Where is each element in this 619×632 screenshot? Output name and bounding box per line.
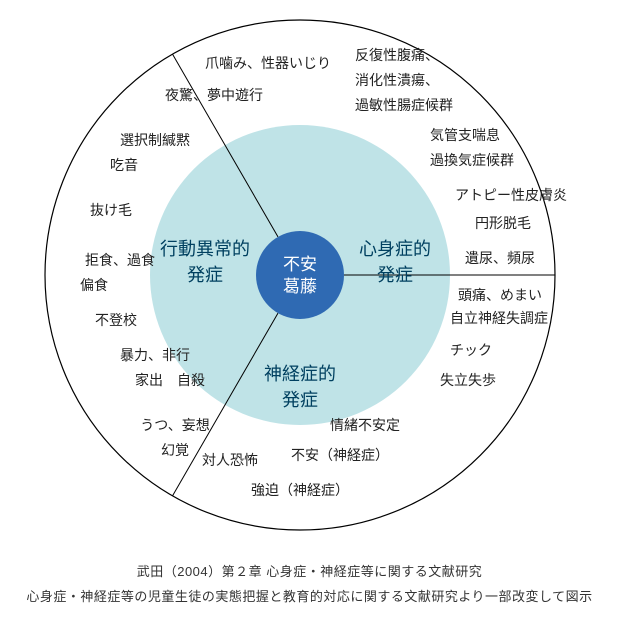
symptom-behavioral-6: 偏食 (80, 277, 108, 293)
symptom-neurotic-1: 不安（神経症） (291, 447, 389, 463)
symptom-psychosomatic-2: 過敏性腸症候群 (355, 97, 453, 113)
category-neurotic-line1: 神経症的 (264, 364, 336, 384)
symptom-psychosomatic-11: 失立失歩 (440, 372, 496, 388)
symptom-behavioral-5: 拒食、過食 (85, 252, 155, 268)
caption-line1: 武田（2004）第２章 心身症・神経症等に関する文献研究 (0, 560, 619, 585)
symptom-behavioral-2: 選択制緘黙 (120, 132, 190, 148)
symptom-psychosomatic-6: 円形脱毛 (475, 215, 531, 231)
symptom-behavioral-8: 暴力、非行 (120, 347, 190, 363)
symptom-behavioral-1: 夜驚、夢中遊行 (165, 87, 263, 103)
symptom-psychosomatic-5: アトピー性皮膚炎 (455, 187, 567, 203)
symptom-behavioral-9: 家出 自殺 (135, 372, 205, 388)
symptom-psychosomatic-3: 気管支喘息 (430, 127, 500, 143)
symptom-behavioral-7: 不登校 (95, 312, 137, 328)
symptom-neurotic-3: 対人恐怖 (202, 452, 258, 468)
symptom-psychosomatic-8: 頭痛、めまい (458, 287, 542, 303)
symptom-neurotic-4: うつ、妄想 (140, 417, 209, 433)
symptom-behavioral-3: 吃音 (110, 157, 138, 173)
symptom-psychosomatic-0: 反復性腹痛、 (355, 47, 439, 63)
caption: 武田（2004）第２章 心身症・神経症等に関する文献研究 心身症・神経症等の児童… (0, 560, 619, 609)
symptom-neurotic-0: 情緒不安定 (330, 417, 400, 433)
symptom-psychosomatic-7: 遺尿、頻尿 (465, 250, 535, 266)
hub-circle (256, 231, 344, 319)
hub-text-line2: 葛藤 (283, 277, 317, 296)
caption-line2: 心身症・神経症等の児童生徒の実態把握と教育的対応に関する文献研究より一部改変して… (0, 585, 619, 610)
symptom-psychosomatic-10: チック (450, 342, 492, 358)
hub-text-line1: 不安 (283, 255, 317, 274)
category-psychosomatic-line2: 発症 (377, 265, 413, 285)
category-neurotic-line2: 発症 (282, 390, 318, 410)
category-behavioral-line1: 行動異常的 (160, 239, 250, 259)
symptom-neurotic-5: 幻覚 (161, 442, 189, 458)
symptom-behavioral-0: 爪噛み、性器いじり (205, 55, 331, 71)
symptom-psychosomatic-4: 過換気症候群 (430, 152, 514, 168)
symptom-behavioral-4: 抜け毛 (90, 202, 132, 218)
radial-diagram: 不安葛藤行動異常的発症心身症的発症神経症的発症反復性腹痛、消化性潰瘍、過敏性腸症… (0, 0, 619, 560)
category-psychosomatic-line1: 心身症的 (359, 239, 431, 259)
symptom-psychosomatic-9: 自立神経失調症 (450, 310, 548, 326)
symptom-psychosomatic-1: 消化性潰瘍、 (355, 72, 439, 88)
category-behavioral-line2: 発症 (187, 265, 223, 285)
symptom-neurotic-2: 強迫（神経症） (251, 482, 349, 498)
